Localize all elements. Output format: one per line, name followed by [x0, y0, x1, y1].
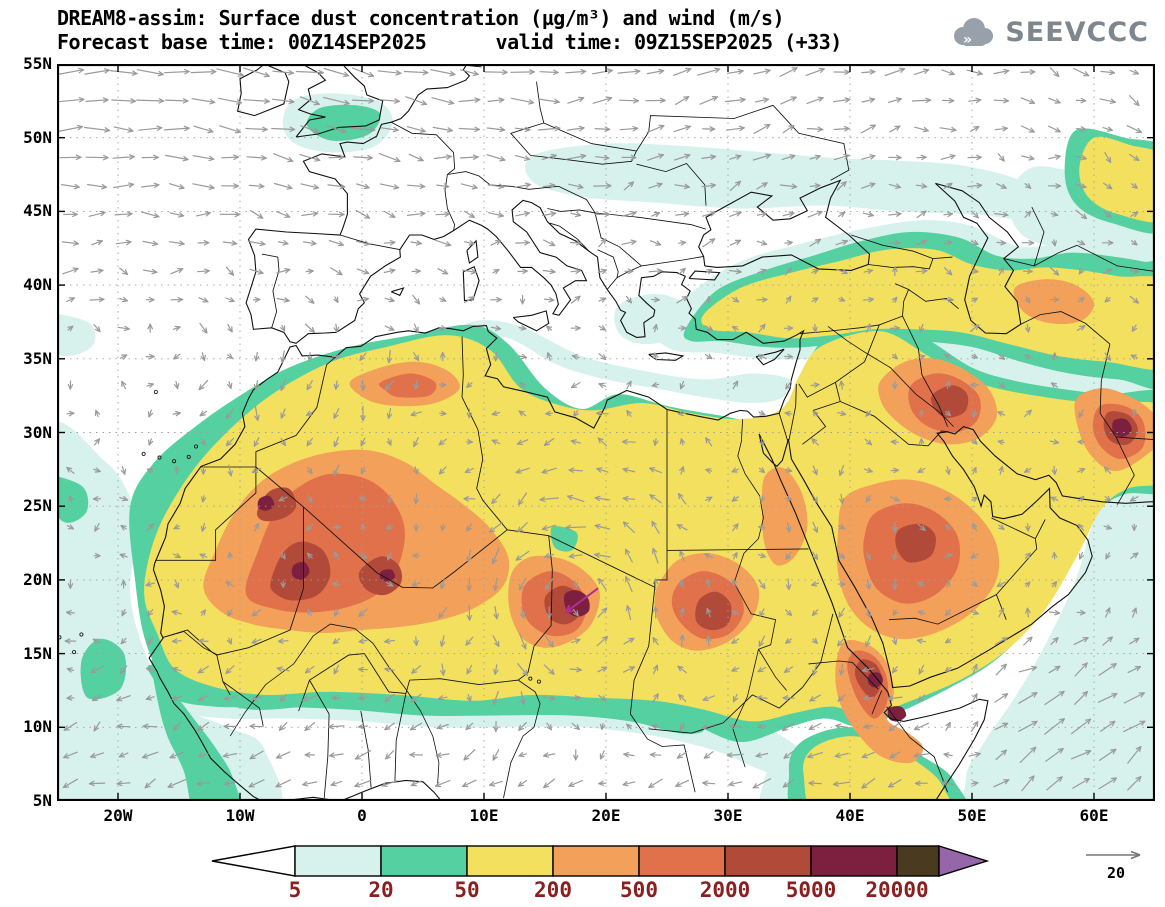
lon-label-10W: 10W — [225, 806, 255, 825]
lat-label-35N: 35N — [23, 348, 52, 368]
seevccc-logo: » SEEVCCC — [948, 15, 1149, 49]
lon-label-0: 0 — [357, 806, 367, 825]
colorbar-label-20000: 20000 — [865, 878, 929, 902]
lat-label-10N: 10N — [23, 717, 52, 737]
lat-label-15N: 15N — [23, 643, 52, 663]
wind-arrows — [57, 67, 1146, 792]
colorbar-label-2000: 2000 — [699, 878, 751, 902]
lat-label-5N: 5N — [32, 791, 52, 810]
colorbar-label-200: 200 — [534, 878, 572, 902]
wind-reference: 20 — [1078, 847, 1154, 889]
lon-label-60E: 60E — [1079, 806, 1109, 825]
wind-reference-value: 20 — [1106, 864, 1126, 882]
lon-label-20E: 20E — [591, 806, 621, 825]
lat-label-45N: 45N — [23, 201, 52, 221]
lat-label-25N: 25N — [23, 496, 52, 516]
lon-label-50E: 50E — [957, 806, 987, 825]
lat-label-50N: 50N — [23, 127, 52, 147]
lon-label-30E: 30E — [713, 806, 743, 825]
map-area: 55N 50N 45N 40N 35N 30N 25N 20N 15N 10N 5N 20W 10W 0 1… — [23, 54, 1155, 825]
colorbar-legend: 5 20 50 200 500 2000 5000 20000 — [0, 841, 1165, 907]
lat-label-20N: 20N — [23, 569, 52, 589]
svg-text:»: » — [963, 32, 972, 48]
graticule — [57, 64, 1155, 801]
colorbar-label-50: 50 — [454, 878, 480, 902]
colorbar-label-20: 20 — [368, 878, 394, 902]
colorbar-label-5: 5 — [288, 878, 302, 902]
map-frame — [57, 64, 1155, 801]
chart-subtitle: Forecast base time: 00Z14SEP2025 valid t… — [57, 30, 842, 54]
lon-label-10E: 10E — [469, 806, 499, 825]
dust-contours — [57, 93, 1155, 801]
logo-text: SEEVCCC — [1005, 16, 1149, 48]
lat-label-55N: 55N — [23, 54, 52, 73]
lat-label-40N: 40N — [23, 275, 52, 295]
lon-label-40E: 40E — [835, 806, 865, 825]
colorbar-label-5000: 5000 — [785, 878, 837, 902]
lat-label-30N: 30N — [23, 422, 52, 442]
cloud-icon: » — [954, 18, 994, 48]
wind-reference-arrow-icon — [1086, 850, 1141, 860]
lon-label-20W: 20W — [103, 806, 133, 825]
chart-title: DREAM8-assim: Surface dust concentration… — [57, 6, 785, 30]
coastlines-and-borders — [57, 64, 1155, 801]
forecast-map — [57, 64, 1155, 801]
colorbar-label-500: 500 — [620, 878, 658, 902]
